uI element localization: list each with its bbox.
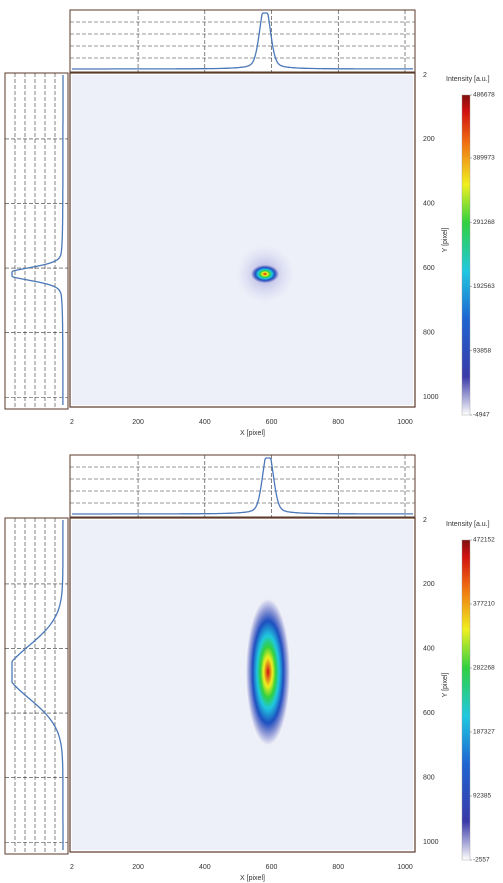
x-tick-label: 1000 [397,419,413,426]
x-axis-label: X [pixel] [240,430,265,437]
x-tick-label: 2 [70,419,74,426]
y-axis-label: Y [pixel] [442,673,449,698]
colorbar-label: Intensity [a.u.] [446,76,490,83]
colorbar-tick-label: -4947 [473,412,490,419]
y-tick-label: 1000 [423,394,439,401]
x-tick-label: 800 [332,864,344,871]
top-profile-box [69,454,416,518]
colorbar-tick-label: 291268 [473,219,495,226]
colorbar-tick-label: 282268 [473,665,495,672]
colorbar-tick-label: 486678 [473,92,495,99]
x-tick-label: 400 [199,864,211,871]
image-background [72,520,413,850]
left-profile-box [4,72,69,410]
x-tick-label: 200 [132,864,144,871]
colorbar [461,94,471,416]
y-tick-label: 2 [423,72,427,79]
left-profile [11,75,64,405]
colorbar-label: Intensity [a.u.] [446,521,490,528]
colorbar-tick-label: 377210 [473,601,495,608]
top-profile [72,457,413,515]
colorbar-tick-label: 93858 [473,347,491,354]
top-profile-box [69,9,416,73]
colorbar-tick-label: 187327 [473,729,495,736]
top-profile [72,12,413,70]
x-tick-label: 1000 [397,864,413,871]
colorbar-tick-label: 389973 [473,155,495,162]
image-background [72,75,413,405]
left-profile [11,520,64,850]
beam-spot [246,599,290,745]
colorbar [461,539,471,861]
y-axis-label: Y [pixel] [442,228,449,253]
colorbar-tick-label: -2557 [473,857,490,864]
y-tick-label: 800 [423,775,435,782]
y-tick-label: 600 [423,265,435,272]
colorbar-tick-label: 472152 [473,537,495,544]
x-tick-label: 800 [332,419,344,426]
colorbar-tick-label: 92385 [473,793,491,800]
y-tick-label: 1000 [423,839,439,846]
beam-spot [251,264,279,284]
y-tick-label: 200 [423,581,435,588]
colorbar-tick-label: 192563 [473,283,495,290]
y-tick-label: 600 [423,710,435,717]
y-tick-label: 2 [423,517,427,524]
x-tick-label: 400 [199,419,211,426]
y-tick-label: 800 [423,330,435,337]
x-axis-label: X [pixel] [240,875,265,882]
y-tick-label: 400 [423,645,435,652]
y-tick-label: 200 [423,136,435,143]
x-tick-label: 200 [132,419,144,426]
x-tick-label: 600 [266,864,278,871]
y-tick-label: 400 [423,200,435,207]
x-tick-label: 600 [266,419,278,426]
x-tick-label: 2 [70,864,74,871]
